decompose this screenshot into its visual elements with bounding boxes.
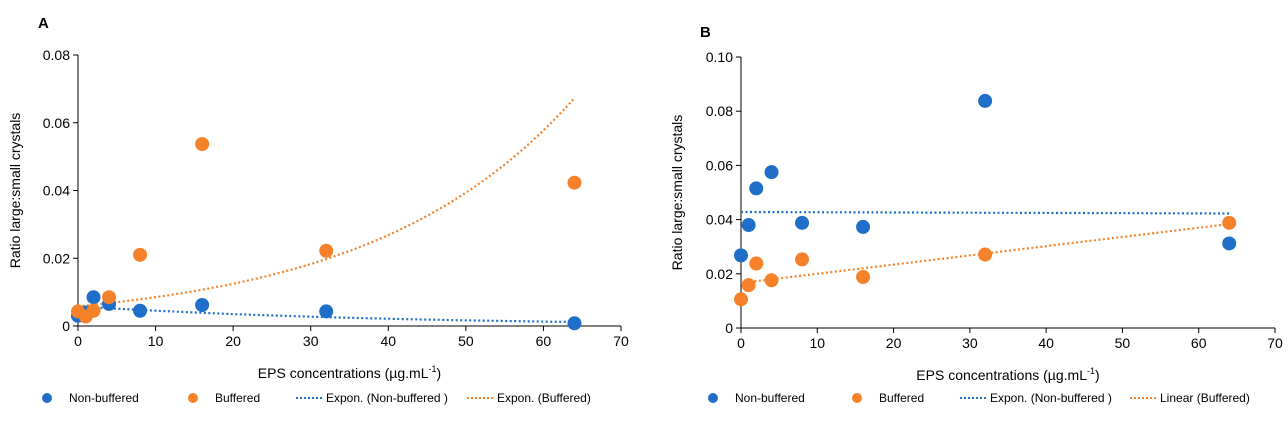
x-tick-label: 70: [1267, 335, 1283, 351]
legend-marker: [852, 393, 862, 403]
trendline-non-buffered: [741, 210, 1230, 215]
data-point-non-buffered: [741, 218, 756, 233]
x-tick-label: 0: [74, 333, 82, 349]
x-tick-label: 70: [613, 333, 629, 349]
data-point-buffered: [195, 137, 210, 152]
y-axis-title: Ratio large:small crystals: [669, 115, 685, 271]
data-point-non-buffered: [133, 303, 148, 318]
x-tick-label: 50: [1115, 335, 1131, 351]
legend-marker: [708, 393, 718, 403]
y-tick-label: 0.04: [706, 212, 733, 228]
legend-marker: [188, 393, 198, 403]
x-tick-label: 20: [225, 333, 241, 349]
x-tick-label: 30: [962, 335, 978, 351]
x-axis-title: EPS concentrations (µg.mL-1): [258, 364, 441, 381]
y-tick-label: 0.08: [706, 103, 733, 119]
data-point-non-buffered: [195, 297, 210, 312]
x-tick-label: 60: [1191, 335, 1207, 351]
legend-label: Expon. (Non-buffered ): [990, 391, 1112, 405]
legend-label: Expon. (Buffered): [497, 391, 591, 405]
data-point-non-buffered: [749, 181, 764, 196]
data-point-non-buffered: [856, 219, 871, 234]
legend-label: Buffered: [215, 391, 260, 405]
data-point-non-buffered: [319, 304, 334, 319]
data-point-non-buffered: [734, 248, 748, 263]
x-tick-label: 60: [536, 333, 552, 349]
data-point-buffered: [978, 247, 993, 262]
data-point-buffered: [734, 292, 748, 307]
legend-marker: [42, 393, 52, 403]
panel-label: B: [700, 24, 711, 41]
y-tick-label: 0.08: [43, 47, 70, 63]
y-tick-label: 0.10: [706, 49, 733, 65]
y-tick-label: 0.02: [706, 266, 733, 282]
data-point-buffered: [567, 175, 582, 190]
data-point-non-buffered: [764, 165, 779, 180]
data-point-buffered: [1222, 215, 1237, 230]
trendline-buffered: [77, 97, 576, 308]
x-tick-label: 20: [886, 335, 902, 351]
legend-label: Linear (Buffered): [1160, 391, 1250, 405]
legend: Non-buffered Buffered Expon. (Non-buffered…: [708, 391, 1250, 405]
data-point-buffered: [764, 273, 779, 288]
data-point-non-buffered: [795, 215, 810, 230]
x-tick-label: 50: [458, 333, 474, 349]
data-point-buffered: [741, 278, 756, 293]
legend: Non-buffered Buffered Expon. (Non-buffered…: [42, 391, 591, 405]
panel-label: A: [38, 15, 49, 32]
y-tick-label: 0.06: [706, 157, 733, 173]
data-point-buffered: [795, 252, 810, 267]
data-point-non-buffered: [978, 93, 993, 108]
x-tick-label: 30: [303, 333, 319, 349]
data-point-non-buffered: [1222, 236, 1237, 251]
legend-label: Expon. (Non-buffered ): [326, 391, 448, 405]
data-point-buffered: [86, 303, 101, 318]
data-point-buffered: [133, 247, 148, 262]
chart-panel-a: A 0 10 20 30 40 50 60 70 0 0.02 0.04 0.06 0.08 EPS con…: [7, 15, 629, 405]
legend-label: Non-buffered: [735, 391, 805, 405]
data-point-buffered: [102, 290, 117, 305]
legend-label: Non-buffered: [69, 391, 139, 405]
x-tick-label: 0: [737, 335, 745, 351]
y-tick-label: 0.02: [43, 250, 70, 266]
x-tick-label: 10: [809, 335, 825, 351]
data-point-buffered: [749, 256, 764, 271]
x-axis-title: EPS concentrations (µg.mL-1): [916, 366, 1099, 383]
legend-label: Buffered: [879, 391, 924, 405]
y-tick-label: 0: [725, 320, 733, 336]
x-tick-label: 40: [380, 333, 396, 349]
y-tick-label: 0: [62, 318, 70, 334]
data-point-non-buffered: [567, 316, 582, 331]
y-tick-label: 0.06: [43, 115, 70, 131]
y-axis-title: Ratio large:small crystals: [7, 113, 23, 269]
data-point-buffered: [319, 243, 334, 258]
trendline-buffered: [740, 222, 1230, 285]
x-tick-label: 40: [1038, 335, 1054, 351]
x-tick-label: 10: [148, 333, 164, 349]
chart-panel-b: B 0 10 20 30 40 50 60 70 0 0.02 0.04 0.06 0.08 0.10 EPS…: [669, 24, 1283, 405]
y-tick-label: 0.04: [43, 183, 70, 199]
data-point-buffered: [856, 270, 871, 285]
data-point-non-buffered: [86, 290, 101, 305]
